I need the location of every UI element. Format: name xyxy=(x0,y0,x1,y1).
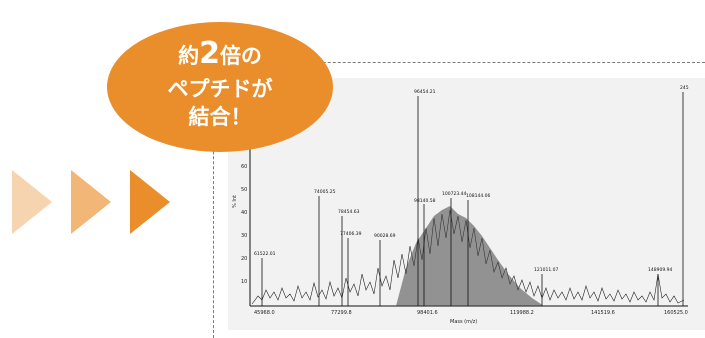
peak-label: 90028.69 xyxy=(374,233,396,239)
y-tick: 10 xyxy=(241,279,247,285)
y-tick: 50 xyxy=(241,187,247,193)
peak-label: 121011.07 xyxy=(534,267,558,273)
peak-label: 148909.94 xyxy=(648,267,672,273)
peak-label: 78454.63 xyxy=(338,209,360,215)
callout-bubble: 約2倍の ペプチドが 結合！ xyxy=(107,22,333,152)
x-tick: 98401.6 xyxy=(417,310,438,316)
arrow-1-icon xyxy=(12,170,52,234)
peak-label: 77406.39 xyxy=(340,231,362,237)
callout-line-3: 結合！ xyxy=(188,105,252,129)
callout-line-1: 約2倍の xyxy=(107,39,333,69)
y-axis-label: % Int xyxy=(232,195,238,208)
x-tick: 141519.6 xyxy=(591,310,615,316)
x-tick: 119988.2 xyxy=(510,310,534,316)
callout-prefix: 約 xyxy=(178,44,200,68)
y-tick: 60 xyxy=(241,164,247,170)
y-tick: 40 xyxy=(241,210,247,216)
image-frame xyxy=(213,62,705,338)
x-tick: 45968.0 xyxy=(254,310,275,316)
x-axis-label: Mass (m/z) xyxy=(450,319,477,325)
peak-label: 245 xyxy=(680,85,689,91)
callout-suffix: 倍の xyxy=(219,44,262,68)
callout-number: 2 xyxy=(199,36,220,71)
peak-label: 61522.01 xyxy=(254,251,276,257)
peak-label: 74005.25 xyxy=(314,189,336,195)
arrow-2-icon xyxy=(71,170,111,234)
x-tick: 77299.8 xyxy=(331,310,352,316)
y-tick: 30 xyxy=(241,233,247,239)
spectrum-cluster xyxy=(396,206,544,306)
peak-label: 96454.21 xyxy=(414,89,436,95)
peak-label: 98140.58 xyxy=(414,198,436,204)
spectrum-peaks xyxy=(261,92,684,306)
mass-spectrum-chart: 10 20 30 40 50 60 70 % Int 45968.0 77299… xyxy=(232,85,689,325)
peak-label: 108144.06 xyxy=(466,193,490,199)
arrow-3-icon xyxy=(130,170,170,234)
x-tick: 160525.0 xyxy=(664,310,688,316)
callout-line-2: ペプチドが xyxy=(167,77,273,101)
peak-label: 100723.44 xyxy=(442,191,466,197)
y-tick: 20 xyxy=(241,256,247,262)
